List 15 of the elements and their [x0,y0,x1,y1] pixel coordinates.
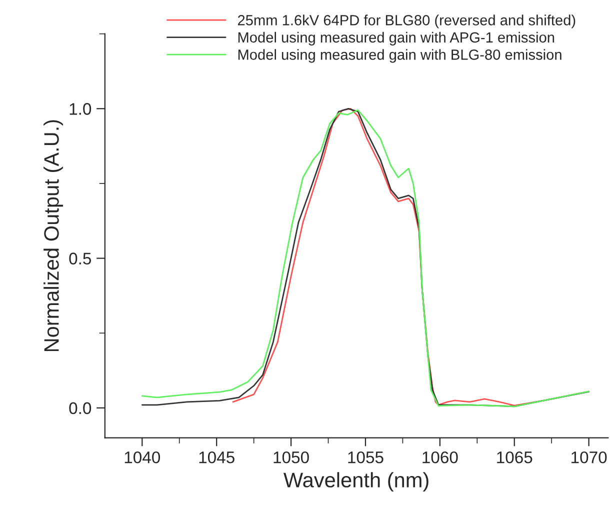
x-tick-label: 1040 [124,451,160,464]
y-tick-label: 0.0 [69,402,92,414]
x-tick-label: 1050 [274,451,309,464]
x-axis-title: Wavelenth (nm) [284,472,428,492]
legend-label: Model using measured gain with APG-1 emission [238,32,554,46]
x-tick-label: 1070 [572,451,607,464]
x-tick-label: 1060 [422,451,458,464]
legend-label: 25mm 1.6kV 64PD for BLG80 (reversed and shifted) [238,14,576,28]
x-tick-label: 1055 [348,451,384,464]
legend-label: Model using measured gain with BLG-80 emission [238,49,562,63]
y-tick-label: 0.5 [69,252,92,264]
x-tick-label: 1065 [497,451,532,464]
x-tick-label: 1045 [199,451,234,464]
y-axis-title: Normalized Output (A.U.) [44,120,64,352]
y-tick-label: 1.0 [70,103,92,115]
